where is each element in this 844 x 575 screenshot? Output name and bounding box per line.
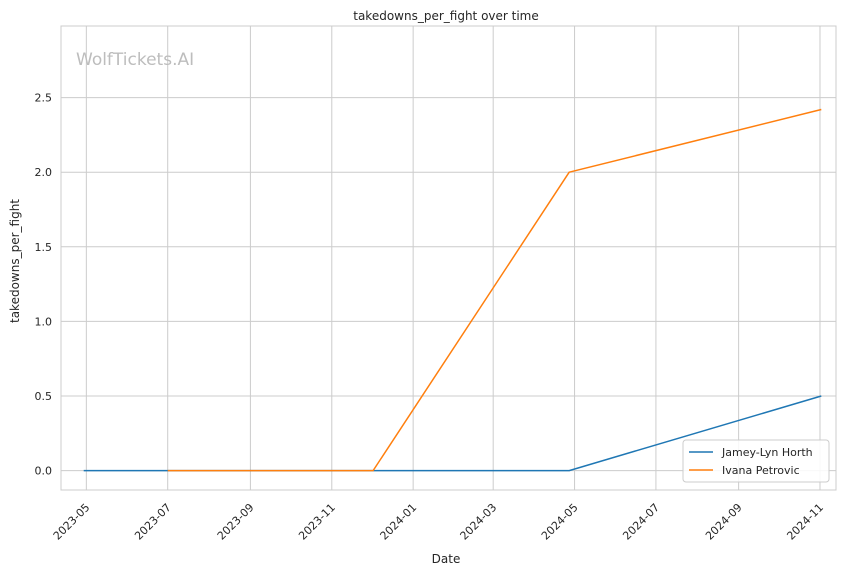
- y-axis-label: takedowns_per_fight: [8, 199, 22, 323]
- series-lines: [83, 108, 822, 472]
- legend-box: [682, 439, 830, 483]
- x-tick-label: 2024-03: [458, 501, 500, 543]
- y-tick-label: 1.0: [35, 315, 53, 328]
- y-tick-label: 2.0: [35, 166, 53, 179]
- x-tick-label: 2023-11: [296, 501, 338, 543]
- y-tick-label: 0.0: [35, 465, 53, 478]
- x-tick-label: 2023-09: [215, 501, 257, 543]
- y-tick-label: 0.5: [35, 390, 53, 403]
- x-tick-label: 2024-11: [784, 501, 826, 543]
- x-tick-label: 2023-07: [132, 501, 174, 543]
- x-axis-label: Date: [432, 552, 461, 566]
- x-tick-label: 2024-09: [703, 501, 745, 543]
- x-tick-labels: 2023-05 2023-07 2023-09 2023-11 2024-01 2024-…: [51, 501, 826, 543]
- y-tick-label: 1.5: [35, 241, 53, 254]
- x-tick-label: 2024-05: [539, 501, 581, 543]
- x-tick-label: 2023-05: [51, 501, 93, 543]
- legend-label: Jamey-Lyn Horth: [721, 446, 813, 459]
- x-tick-label: 2024-01: [378, 501, 420, 543]
- chart-title: takedowns_per_fight over time: [353, 9, 539, 23]
- series-line: [167, 108, 822, 472]
- x-tick-label: 2024-07: [620, 501, 662, 543]
- y-tick-label: 2.5: [35, 92, 53, 105]
- legend-label: Ivana Petrovic: [722, 464, 800, 477]
- watermark: WolfTickets.AI: [76, 50, 194, 70]
- legend: Jamey-Lyn Horth Ivana Petrovic: [682, 439, 830, 483]
- y-tick-labels: 0.0 0.5 1.0 1.5 2.0 2.5: [35, 92, 53, 478]
- plot-area: [60, 25, 837, 491]
- x-gridlines: [85, 26, 821, 490]
